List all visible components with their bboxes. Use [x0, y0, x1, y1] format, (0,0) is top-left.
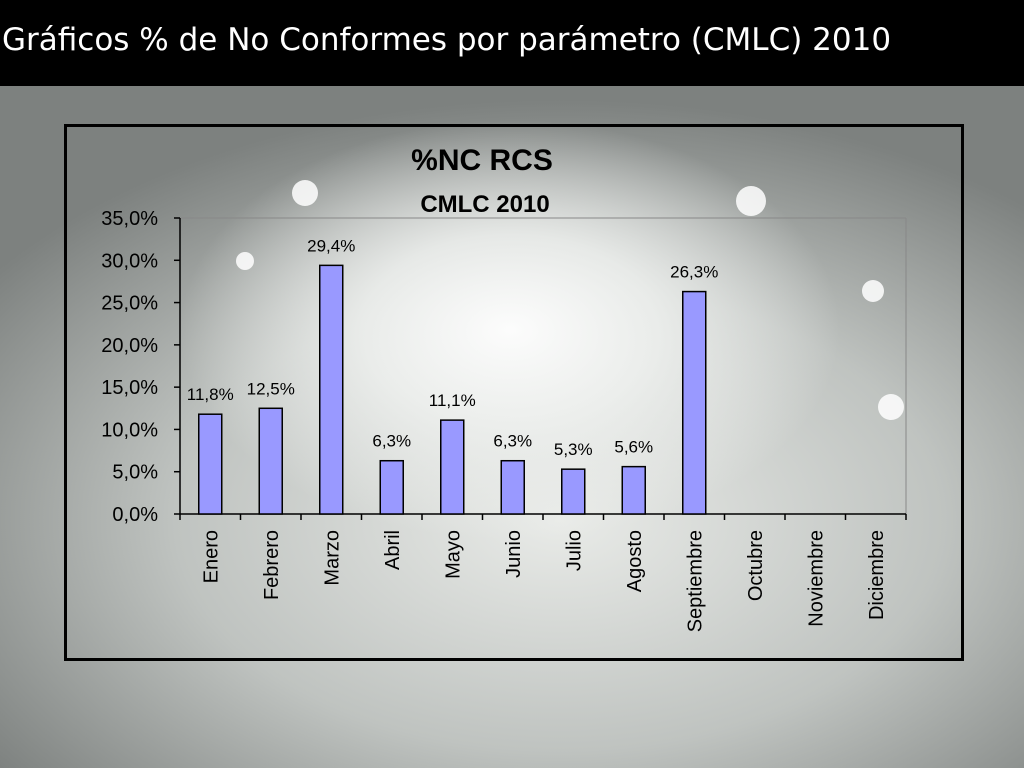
bar	[319, 264, 344, 515]
bar	[561, 468, 586, 515]
x-tick-label: Noviembre	[805, 530, 827, 627]
x-tick-label: Enero	[200, 530, 222, 583]
x-tick-label: Agosto	[624, 530, 646, 592]
data-label: 11,1%	[429, 391, 476, 410]
data-label: 6,3%	[372, 432, 411, 451]
x-tick-label: Diciembre	[866, 530, 888, 620]
data-label: 5,6%	[614, 438, 653, 457]
bar	[621, 465, 646, 515]
splash-drop	[292, 180, 318, 206]
bar	[500, 459, 525, 515]
bar	[198, 413, 223, 515]
bar	[440, 419, 465, 515]
chart-subtitle: CMLC 2010	[420, 191, 549, 218]
data-label: 11,8%	[187, 385, 234, 404]
x-tick-label: Abril	[382, 530, 404, 570]
data-label: 12,5%	[247, 379, 295, 398]
splash-drop	[236, 252, 254, 270]
x-tick-label: Junio	[503, 530, 525, 578]
bar	[682, 290, 707, 515]
data-label: 29,4%	[307, 236, 355, 255]
y-tick-label: 5,0%	[112, 462, 158, 484]
y-tick-label: 15,0%	[101, 377, 158, 399]
x-tick-label: Febrero	[261, 530, 283, 600]
data-label: 6,3%	[493, 432, 532, 451]
x-tick-label: Octubre	[745, 530, 767, 601]
slide-title: Gráficos % de No Conformes por parámetro…	[2, 22, 892, 58]
y-tick-label: 35,0%	[101, 208, 158, 230]
bar	[258, 407, 283, 515]
chart-frame	[64, 124, 964, 661]
y-tick-label: 10,0%	[101, 419, 158, 441]
bar	[379, 459, 404, 515]
chart-title: %NC RCS	[411, 144, 553, 177]
y-tick-label: 25,0%	[101, 293, 158, 315]
data-label: 26,3%	[670, 263, 718, 282]
y-tick-label: 20,0%	[101, 335, 158, 357]
data-label: 5,3%	[554, 440, 593, 459]
splash-drop	[862, 280, 884, 302]
splash-drop	[878, 394, 904, 420]
title-bar: Gráficos % de No Conformes por parámetro…	[0, 0, 1024, 86]
y-tick-label: 30,0%	[101, 250, 158, 272]
splash-drop	[736, 186, 766, 216]
y-tick-label: 0,0%	[112, 504, 158, 526]
x-tick-label: Mayo	[442, 530, 464, 579]
x-tick-label: Septiembre	[684, 530, 706, 632]
x-tick-label: Julio	[563, 530, 585, 571]
x-tick-label: Marzo	[321, 530, 343, 586]
